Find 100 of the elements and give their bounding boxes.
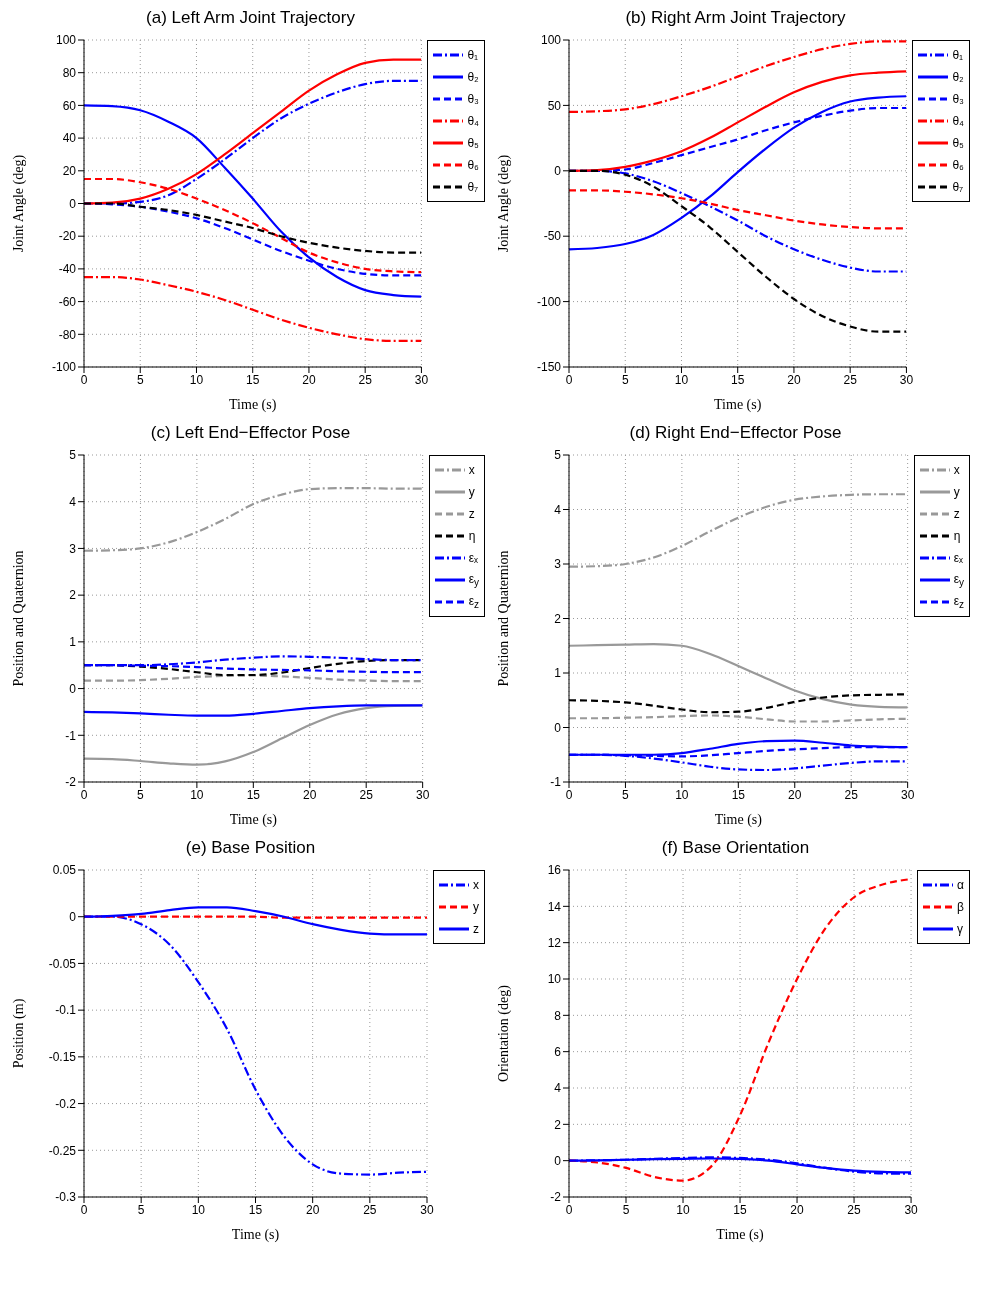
x-tick-label: 0 [565,1202,573,1217]
y-axis-title: Position and Quaternion [10,550,26,687]
x-axis-title: Time (s) [716,1227,765,1243]
legend-label: y [468,485,475,499]
x-tick-label: 30 [414,372,429,387]
legend-label: y [953,485,960,499]
x-tick-label: 15 [731,787,746,802]
legend-label: ε$_{z}$ [468,593,479,611]
x-tick-label: 5 [137,1202,145,1217]
y-tick-label: 3 [69,541,77,556]
y-tick-label: -0.3 [55,1190,77,1205]
legend-label: z [468,507,475,521]
y-tick-label: -2 [65,775,77,790]
chart-title: (c) Left End−Effector Pose [149,423,352,444]
x-tick-label: 5 [622,1202,630,1217]
legend-label: εₓ [953,551,963,565]
y-axis-title: Position (m) [10,998,27,1069]
y-tick-label: 0 [69,196,77,211]
x-tick-label: 30 [415,787,430,802]
x-tick-label: 10 [674,372,689,387]
y-tick-label: -0.25 [48,1143,77,1158]
x-tick-label: 5 [621,372,629,387]
x-tick-label: 25 [843,372,858,387]
chart-title: (a) Left Arm Joint Trajectory [145,8,356,29]
legend-label: ε$_{z}$ [953,593,964,611]
legend-label: θ₆ [952,158,964,172]
chart-title: (f) Base Orientation [660,838,811,859]
legend-label: y [473,900,479,914]
y-tick-label: 80 [62,65,77,80]
y-tick-label: -150 [536,360,562,375]
legend-label: θ₇ [952,180,964,194]
legend-label: α [957,878,964,892]
legend-label: z [473,922,479,936]
legend-label: ε$_{y}$ [468,571,479,589]
x-tick-label: 20 [787,372,801,387]
y-tick-label: -60 [58,294,77,309]
legend-label: θ₁ [467,48,479,62]
legend-label: εₓ [468,551,478,565]
x-tick-label: 15 [246,787,261,802]
y-tick-label: 40 [62,131,77,146]
x-tick-label: 5 [622,787,630,802]
x-tick-label: 30 [899,372,914,387]
chart-title: (b) Right Arm Joint Trajectory [624,8,847,29]
y-tick-label: -1 [65,728,77,743]
x-axis-title: Time (s) [714,397,762,413]
x-axis-title: Time (s) [229,397,277,413]
x-tick-label: 10 [190,787,204,802]
y-axis-title: Position and Quaternion [495,550,511,687]
y-tick-label: -1 [550,775,562,790]
x-tick-label: 25 [847,1202,862,1217]
legend-label: θ₂ [467,70,479,84]
y-tick-label: 2 [554,611,562,626]
chart-title: (e) Base Position [184,838,317,859]
y-tick-label: 3 [554,557,562,572]
y-tick-label: -20 [58,229,77,244]
y-tick-label: 0 [554,1153,562,1168]
y-tick-label: 50 [547,98,562,113]
x-tick-label: 20 [790,1202,805,1217]
legend-label: θ₂ [952,70,964,84]
y-axis-title: Joint Angle (deg) [10,154,27,253]
x-axis-title: Time (s) [229,812,278,828]
chart-title: (d) Right End−Effector Pose [628,423,843,444]
y-tick-label: 8 [554,1008,562,1023]
legend-label: θ₅ [952,136,964,150]
y-tick-label: 4 [69,494,77,509]
legend-label: x [953,463,960,477]
y-tick-label: 1 [554,666,562,681]
y-axis-title: Orientation (deg) [495,984,512,1082]
y-tick-label: 5 [554,448,562,463]
x-tick-label: 25 [844,787,859,802]
x-tick-label: 15 [733,1202,748,1217]
y-tick-label: 4 [554,502,562,517]
y-tick-label: -2 [550,1190,562,1205]
y-tick-label: 0 [554,720,562,735]
x-tick-label: 20 [788,787,802,802]
y-axis-title: Joint Angle (deg) [495,154,512,253]
y-tick-label: 12 [547,935,562,950]
y-tick-label: 0.05 [52,863,77,878]
y-tick-label: 2 [554,1117,562,1132]
y-tick-label: 20 [62,164,77,179]
y-tick-label: -80 [58,327,77,342]
y-tick-label: -100 [536,294,562,309]
legend-label: β [957,900,964,914]
y-tick-label: 6 [554,1044,562,1059]
x-axis-title: Time (s) [714,812,763,828]
legend-label: θ₇ [467,180,479,194]
legend-label: θ₃ [952,92,964,106]
y-tick-label: 100 [55,33,77,48]
x-tick-label: 0 [565,787,573,802]
x-tick-label: 30 [900,787,915,802]
legend-label: θ₄ [952,114,964,128]
legend-label: θ₁ [952,48,964,62]
y-tick-label: 2 [69,588,77,603]
x-tick-label: 10 [676,1202,691,1217]
x-tick-label: 5 [136,372,144,387]
y-tick-label: 5 [69,448,77,463]
y-tick-label: 14 [547,899,562,914]
x-tick-label: 10 [191,1202,206,1217]
x-axis-title: Time (s) [231,1227,280,1243]
x-tick-label: 20 [305,1202,320,1217]
